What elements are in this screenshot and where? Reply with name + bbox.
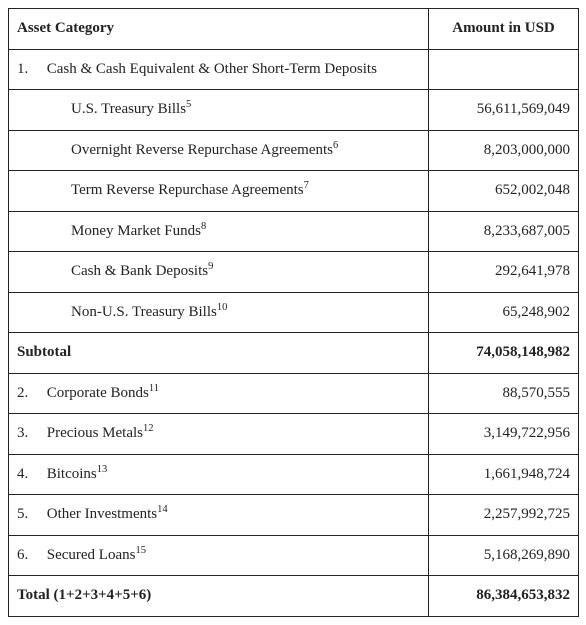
table-row: U.S. Treasury Bills5 56,611,569,049 <box>9 90 579 131</box>
row-label: Bitcoins13 <box>43 466 107 482</box>
row-label: U.S. Treasury Bills5 <box>17 100 191 120</box>
amount-cell: 8,233,687,005 <box>429 211 579 252</box>
amount-cell: 652,002,048 <box>429 171 579 212</box>
footnote-ref: 13 <box>97 464 108 475</box>
row-number: 4. <box>17 465 43 485</box>
footnote-ref: 11 <box>149 383 159 394</box>
footnote-ref: 10 <box>217 302 228 313</box>
row-number: 1. <box>17 60 43 80</box>
row-label: Money Market Funds8 <box>17 222 206 242</box>
amount-cell: 1,661,948,724 <box>429 454 579 495</box>
subtotal-label: Subtotal <box>9 333 429 374</box>
table-row: Subtotal74,058,148,982 <box>9 333 579 374</box>
header-category: Asset Category <box>9 9 429 50</box>
row-label: Cash & Cash Equivalent & Other Short-Ter… <box>43 61 377 77</box>
table-row: Overnight Reverse Repurchase Agreements6… <box>9 130 579 171</box>
category-cell: Term Reverse Repurchase Agreements7 <box>9 171 429 212</box>
table-row: 3. Precious Metals123,149,722,956 <box>9 414 579 455</box>
table-row: Cash & Bank Deposits9 292,641,978 <box>9 252 579 293</box>
row-label: Secured Loans15 <box>43 547 146 563</box>
row-label: Non-U.S. Treasury Bills10 <box>17 303 227 323</box>
row-label: Precious Metals12 <box>43 425 153 441</box>
amount-cell <box>429 49 579 90</box>
table-row: Term Reverse Repurchase Agreements7 652,0… <box>9 171 579 212</box>
footnote-ref: 6 <box>333 140 338 151</box>
row-label: Overnight Reverse Repurchase Agreements6 <box>17 141 338 161</box>
amount-cell: 88,570,555 <box>429 373 579 414</box>
footnote-ref: 12 <box>143 423 154 434</box>
row-label: Cash & Bank Deposits9 <box>17 262 213 282</box>
row-number: 3. <box>17 424 43 444</box>
row-number: 2. <box>17 384 43 404</box>
amount-cell: 74,058,148,982 <box>429 333 579 374</box>
category-cell: 3. Precious Metals12 <box>9 414 429 455</box>
footnote-ref: 8 <box>201 221 206 232</box>
asset-table: Asset Category Amount in USD 1. Cash & C… <box>8 8 579 617</box>
amount-cell: 8,203,000,000 <box>429 130 579 171</box>
amount-cell: 3,149,722,956 <box>429 414 579 455</box>
row-label: Term Reverse Repurchase Agreements7 <box>17 181 309 201</box>
category-cell: Cash & Bank Deposits9 <box>9 252 429 293</box>
category-cell: 1. Cash & Cash Equivalent & Other Short-… <box>9 49 429 90</box>
row-label: Other Investments14 <box>43 506 168 522</box>
category-cell: U.S. Treasury Bills5 <box>9 90 429 131</box>
table-row: Non-U.S. Treasury Bills10 65,248,902 <box>9 292 579 333</box>
footnote-ref: 14 <box>157 504 168 515</box>
footnote-ref: 5 <box>186 99 191 110</box>
amount-cell: 56,611,569,049 <box>429 90 579 131</box>
table-row: 1. Cash & Cash Equivalent & Other Short-… <box>9 49 579 90</box>
amount-cell: 292,641,978 <box>429 252 579 293</box>
category-cell: Non-U.S. Treasury Bills10 <box>9 292 429 333</box>
amount-cell: 5,168,269,890 <box>429 535 579 576</box>
category-cell: 2. Corporate Bonds11 <box>9 373 429 414</box>
footnote-ref: 7 <box>304 180 309 191</box>
row-number: 6. <box>17 546 43 566</box>
table-body: 1. Cash & Cash Equivalent & Other Short-… <box>9 49 579 616</box>
amount-cell: 86,384,653,832 <box>429 576 579 617</box>
table-row: 4. Bitcoins131,661,948,724 <box>9 454 579 495</box>
table-row: 5. Other Investments142,257,992,725 <box>9 495 579 536</box>
table-row: 2. Corporate Bonds1188,570,555 <box>9 373 579 414</box>
category-cell: 6. Secured Loans15 <box>9 535 429 576</box>
header-amount: Amount in USD <box>429 9 579 50</box>
table-row: Total (1+2+3+4+5+6)86,384,653,832 <box>9 576 579 617</box>
footnote-ref: 15 <box>135 545 146 556</box>
total-label: Total (1+2+3+4+5+6) <box>9 576 429 617</box>
amount-cell: 65,248,902 <box>429 292 579 333</box>
category-cell: Overnight Reverse Repurchase Agreements6 <box>9 130 429 171</box>
table-row: 6. Secured Loans155,168,269,890 <box>9 535 579 576</box>
category-cell: Money Market Funds8 <box>9 211 429 252</box>
category-cell: 4. Bitcoins13 <box>9 454 429 495</box>
row-number: 5. <box>17 505 43 525</box>
table-row: Money Market Funds8 8,233,687,005 <box>9 211 579 252</box>
category-cell: 5. Other Investments14 <box>9 495 429 536</box>
footnote-ref: 9 <box>208 261 213 272</box>
amount-cell: 2,257,992,725 <box>429 495 579 536</box>
row-label: Corporate Bonds11 <box>43 385 159 401</box>
header-row: Asset Category Amount in USD <box>9 9 579 50</box>
